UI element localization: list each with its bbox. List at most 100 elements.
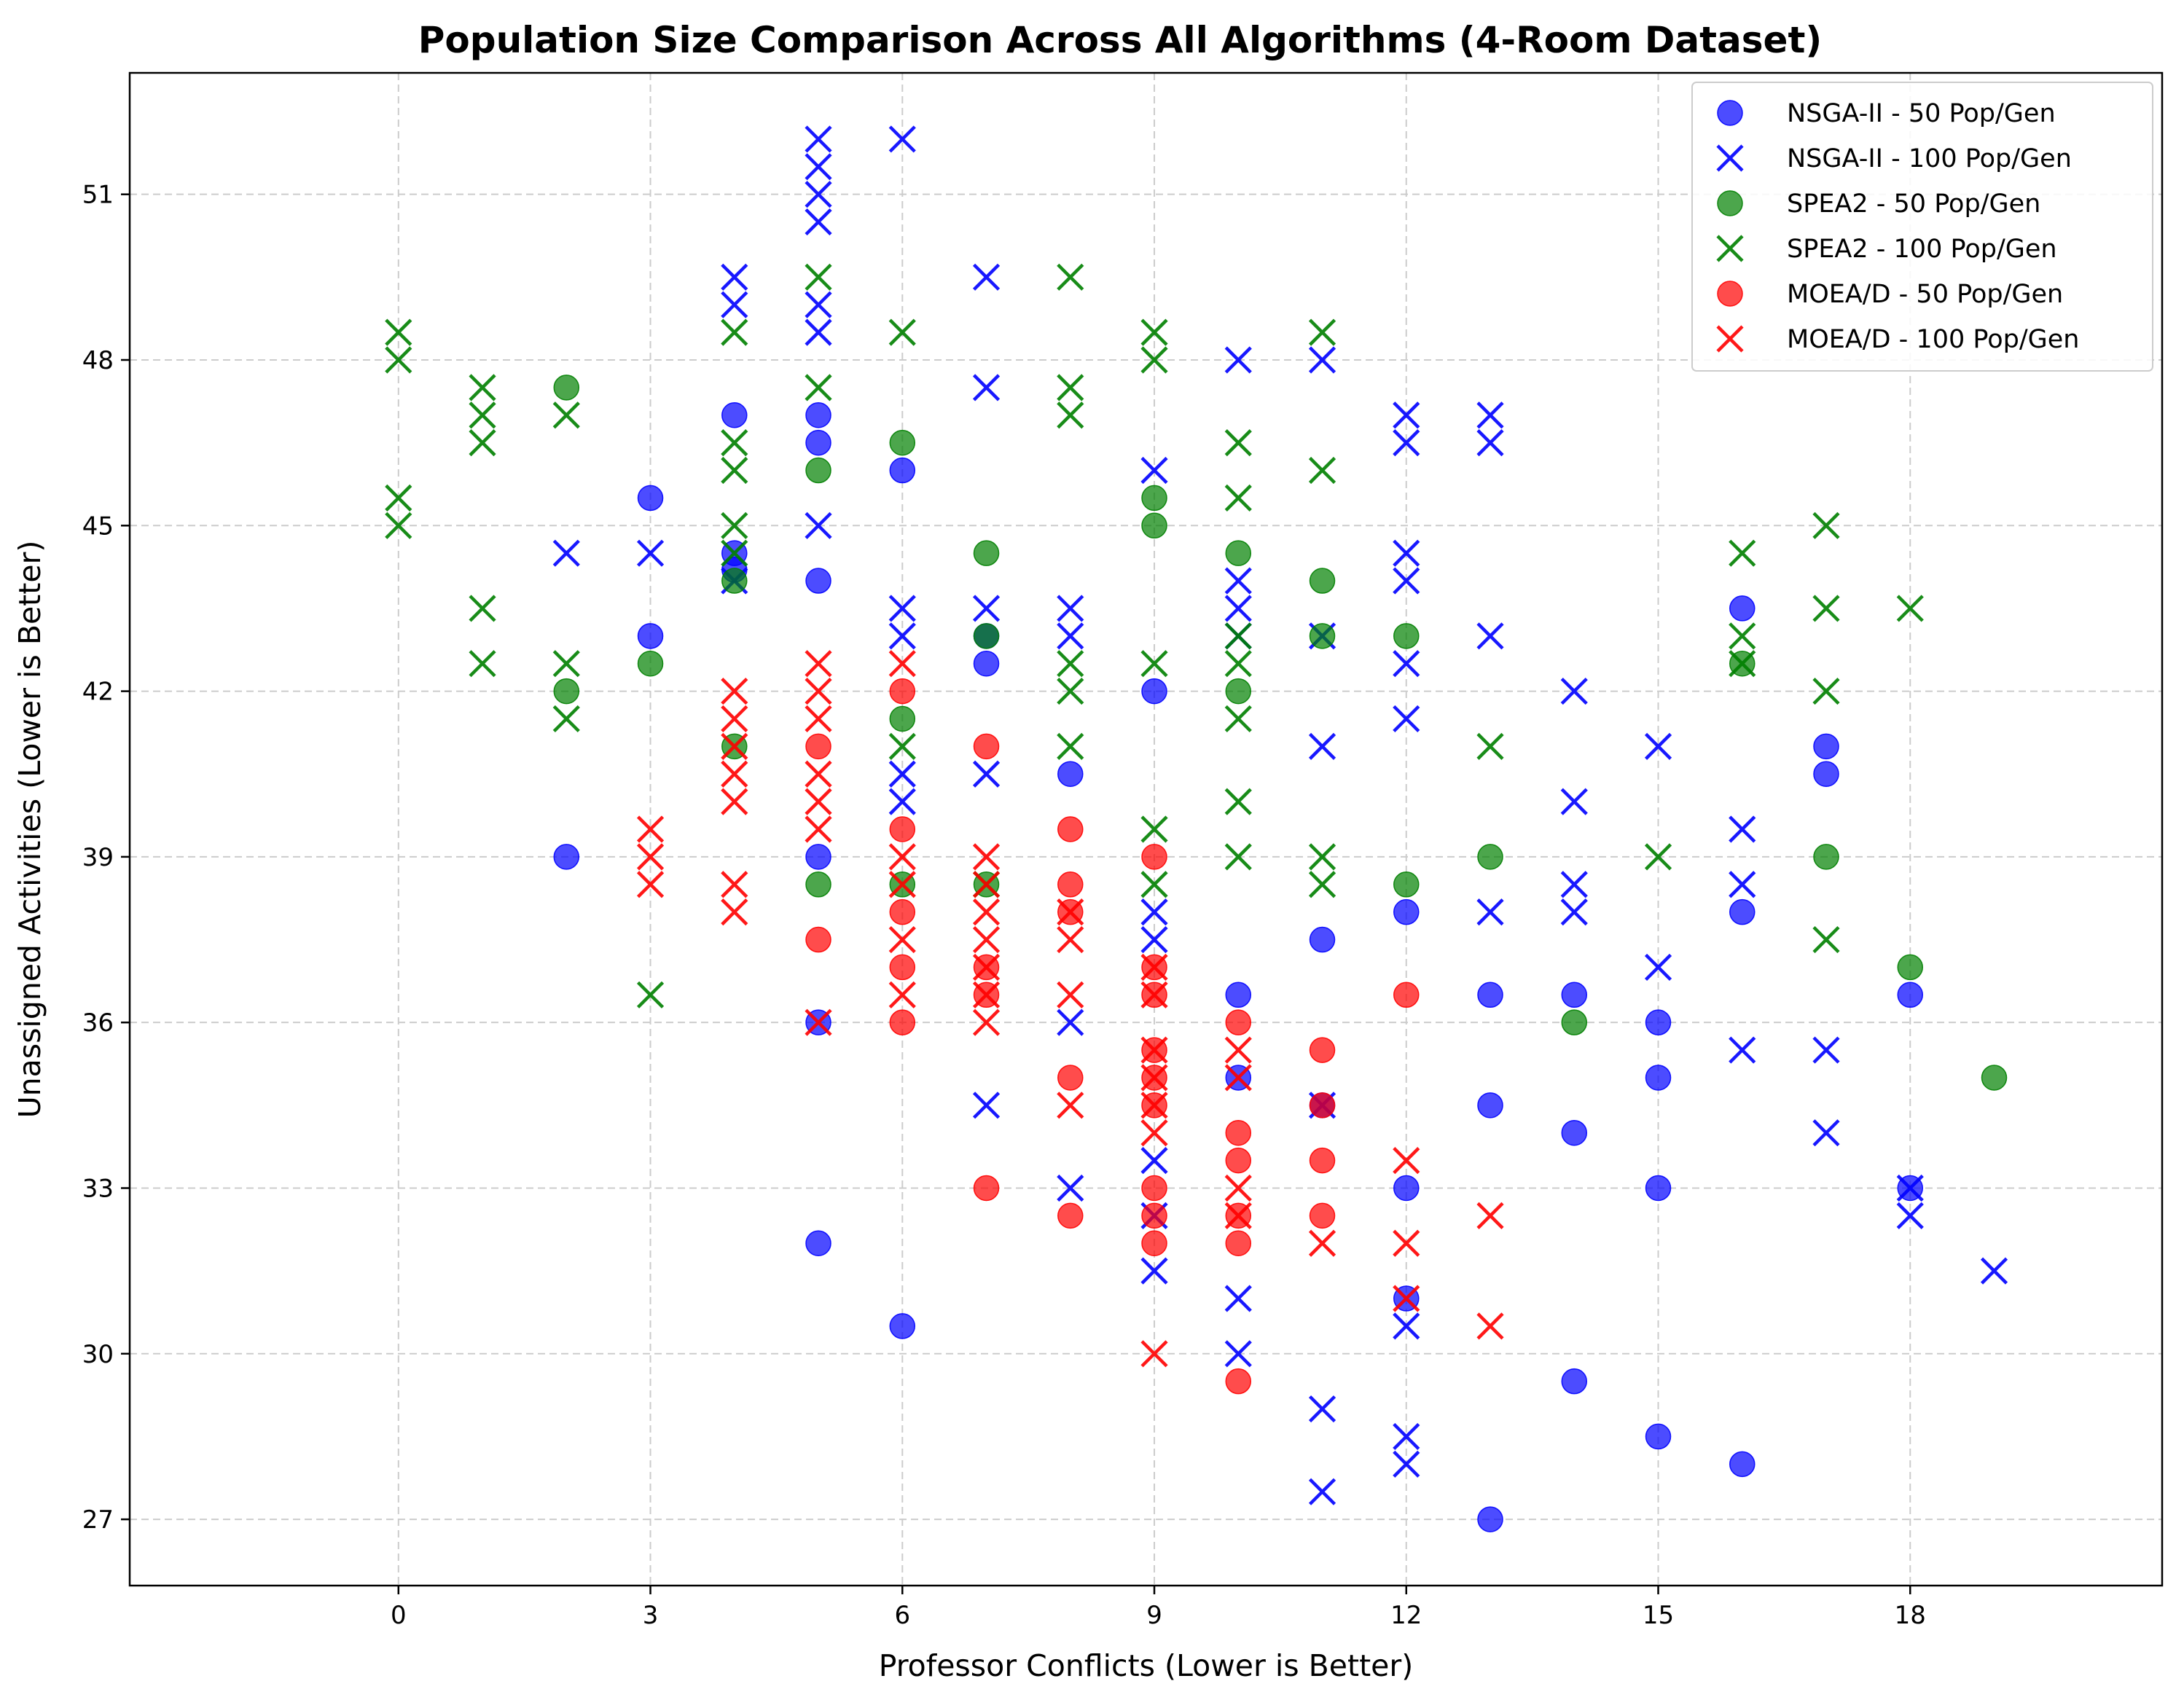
- data-point: [1896, 595, 1924, 622]
- data-point: [1140, 1257, 1168, 1285]
- data-point: [1057, 981, 1084, 1008]
- data-point: [805, 844, 831, 870]
- data-point: [552, 539, 580, 567]
- y-tick-label: 45: [82, 512, 114, 541]
- data-point: [1141, 1175, 1167, 1202]
- legend-marker: [1717, 281, 1743, 307]
- data-point: [636, 871, 665, 898]
- data-point: [1729, 539, 1756, 567]
- data-point: [805, 181, 832, 208]
- data-point: [1140, 1064, 1168, 1092]
- data-point: [972, 925, 1001, 954]
- data-point: [1308, 871, 1336, 898]
- data-point: [1644, 953, 1672, 982]
- legend-entry-label: SPEA2 - 50 Pop/Gen: [1787, 189, 2040, 219]
- data-point: [469, 429, 496, 457]
- series-3: [385, 263, 1924, 1008]
- data-point: [805, 374, 832, 401]
- data-point: [721, 512, 748, 539]
- data-point: [721, 402, 748, 428]
- data-point: [1140, 1036, 1168, 1064]
- data-point: [889, 429, 916, 456]
- data-point: [1141, 1230, 1167, 1256]
- data-point: [553, 678, 580, 705]
- data-point: [1308, 318, 1336, 346]
- data-point: [385, 512, 412, 539]
- data-point: [721, 760, 748, 788]
- data-point: [1141, 1202, 1167, 1229]
- series-4: [805, 678, 1420, 1395]
- data-point: [1812, 1036, 1840, 1064]
- data-point: [721, 539, 748, 567]
- data-point: [1476, 401, 1504, 429]
- data-point: [1729, 1036, 1756, 1064]
- y-tick-label: 48: [82, 346, 114, 375]
- data-point: [889, 1009, 916, 1035]
- data-point: [805, 677, 832, 705]
- data-point: [888, 925, 916, 954]
- data-point: [1057, 401, 1084, 429]
- data-point: [637, 650, 664, 677]
- data-point: [973, 540, 1000, 566]
- data-point: [469, 595, 496, 622]
- data-point: [888, 595, 916, 622]
- data-point: [805, 1230, 831, 1256]
- data-point: [1140, 346, 1168, 374]
- data-point: [888, 318, 916, 346]
- data-point: [1645, 1175, 1672, 1202]
- data-point: [1897, 982, 1924, 1008]
- data-point: [1560, 898, 1588, 926]
- series-2: [553, 375, 2008, 1091]
- x-tick-label: 12: [1390, 1601, 1422, 1630]
- data-point: [721, 705, 748, 733]
- data-point: [1476, 622, 1504, 650]
- data-point: [1393, 650, 1420, 678]
- data-point: [636, 981, 665, 1008]
- data-point: [1057, 732, 1084, 760]
- data-point: [888, 650, 916, 678]
- data-point: [888, 732, 916, 760]
- data-point: [805, 457, 831, 484]
- data-point: [1057, 1174, 1084, 1202]
- data-point: [1309, 623, 1336, 649]
- x-tick-label: 3: [643, 1601, 659, 1630]
- data-point: [553, 844, 580, 870]
- data-point: [805, 1008, 832, 1036]
- data-point: [1980, 1257, 2008, 1285]
- data-point: [805, 153, 832, 181]
- data-point: [1057, 622, 1084, 650]
- data-point: [1308, 732, 1336, 760]
- data-point: [1393, 871, 1420, 898]
- data-point: [1477, 1092, 1503, 1119]
- data-point: [972, 843, 1001, 871]
- data-point: [552, 650, 580, 678]
- data-point: [1560, 788, 1588, 815]
- data-point: [805, 429, 831, 456]
- data-point: [1393, 1450, 1420, 1478]
- data-point: [972, 374, 1001, 401]
- data-point: [1393, 1229, 1420, 1257]
- data-point: [1393, 1312, 1420, 1340]
- data-point: [1813, 761, 1839, 787]
- data-point: [888, 843, 916, 871]
- data-point: [888, 871, 916, 898]
- data-point: [1225, 1368, 1252, 1395]
- data-point: [888, 125, 916, 153]
- data-point: [805, 705, 832, 733]
- data-point: [1308, 843, 1336, 871]
- data-point: [1225, 1009, 1252, 1035]
- y-tick-label: 39: [82, 843, 114, 872]
- data-point: [1476, 1312, 1504, 1340]
- data-point: [637, 623, 664, 649]
- data-point: [805, 760, 832, 788]
- data-point: [889, 1313, 916, 1339]
- data-point: [1897, 954, 1924, 981]
- data-point: [973, 733, 1000, 760]
- legend-marker: [1717, 100, 1743, 126]
- data-point: [1140, 1119, 1168, 1147]
- data-point: [1057, 1008, 1084, 1036]
- y-tick-label: 33: [82, 1174, 114, 1203]
- data-point: [805, 788, 832, 815]
- data-point: [1141, 844, 1167, 870]
- y-tick-label: 30: [82, 1340, 114, 1369]
